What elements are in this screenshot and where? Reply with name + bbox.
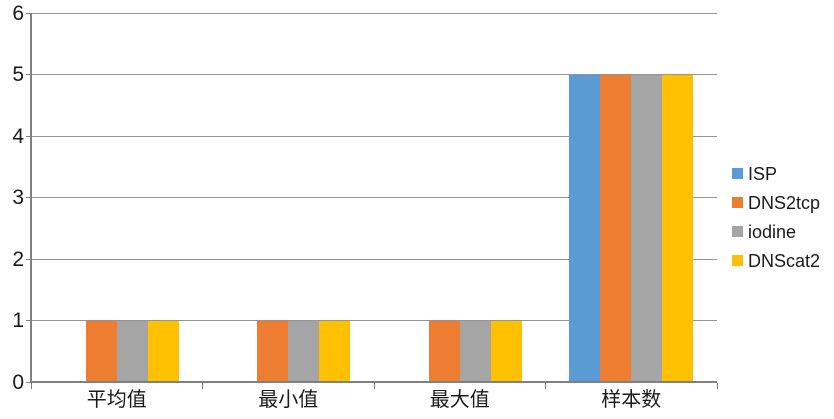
bar-iodine-最小值 — [288, 320, 320, 382]
y-axis-tick — [26, 135, 31, 137]
legend: ISP DNS2tcp iodine DNScat2 — [732, 159, 820, 275]
x-axis-tick — [716, 383, 718, 389]
y-axis — [30, 13, 32, 382]
legend-item-DNScat2: DNScat2 — [732, 246, 820, 275]
bar-DNScat2-样本数 — [662, 74, 694, 382]
legend-swatch-icon — [732, 226, 743, 237]
bar-DNS2tcp-最大值 — [428, 320, 460, 382]
bar-DNScat2-最大值 — [490, 320, 522, 382]
y-axis-tick — [26, 74, 31, 75]
x-axis-tick — [373, 383, 375, 389]
y-axis-label: 2 — [12, 247, 24, 271]
bar-ISP-样本数 — [569, 74, 601, 382]
gridline — [31, 197, 717, 198]
legend-label: DNScat2 — [748, 250, 821, 271]
y-axis-label: 5 — [12, 63, 24, 86]
x-axis-tick — [202, 383, 203, 389]
bar-iodine-样本数 — [631, 74, 663, 382]
x-axis-label: 平均值 — [86, 389, 147, 411]
x-axis — [30, 381, 717, 383]
bar-DNS2tcp-最小值 — [257, 320, 289, 382]
bar-iodine-平均值 — [116, 320, 148, 382]
gridline — [31, 74, 717, 75]
x-axis-label: 最大值 — [429, 389, 490, 411]
y-axis-label: 6 — [12, 1, 24, 25]
legend-item-ISP: ISP — [732, 159, 820, 188]
x-axis-label: 样本数 — [601, 389, 662, 411]
x-axis-tick — [30, 383, 32, 389]
bar-DNS2tcp-样本数 — [600, 74, 632, 382]
gridline — [31, 12, 717, 14]
legend-swatch-icon — [732, 255, 743, 266]
bar-iodine-最大值 — [459, 320, 491, 382]
bar-DNScat2-最小值 — [319, 320, 351, 382]
x-axis-tick — [545, 383, 546, 389]
y-axis-label: 3 — [12, 186, 24, 209]
y-axis-tick — [26, 381, 31, 383]
y-axis-label: 1 — [12, 309, 24, 332]
gridline — [31, 320, 717, 321]
legend-label: iodine — [748, 221, 797, 242]
gridline — [31, 258, 717, 260]
legend-label: ISP — [748, 163, 778, 184]
y-axis-label: 4 — [12, 124, 24, 148]
bar-DNScat2-平均值 — [147, 320, 179, 382]
legend-item-DNS2tcp: DNS2tcp — [732, 188, 820, 217]
bar-DNS2tcp-平均值 — [85, 320, 117, 382]
y-axis-tick — [26, 258, 31, 260]
legend-swatch-icon — [732, 168, 743, 179]
y-axis-tick — [26, 320, 31, 321]
gridline — [31, 135, 717, 137]
y-axis-tick — [26, 12, 31, 14]
y-axis-label: 0 — [12, 370, 24, 394]
legend-item-iodine: iodine — [732, 217, 820, 246]
y-axis-tick — [26, 197, 31, 198]
legend-swatch-icon — [732, 197, 743, 208]
x-axis-label: 最小值 — [258, 389, 319, 411]
legend-label: DNS2tcp — [748, 192, 821, 213]
